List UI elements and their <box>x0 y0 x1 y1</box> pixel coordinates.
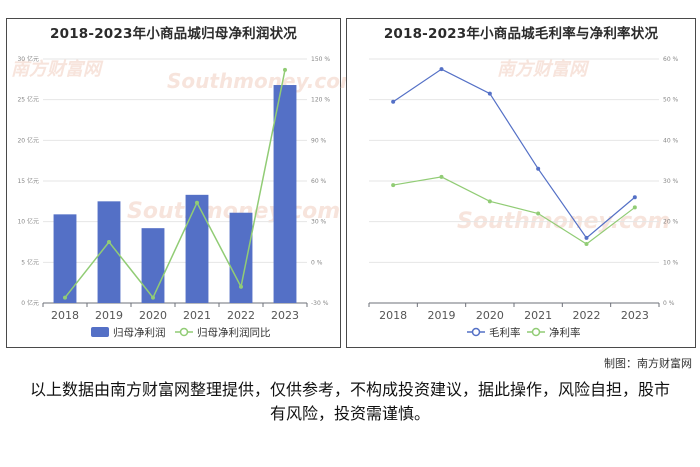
y-left-tick-label: 10 亿元 <box>17 218 39 226</box>
bar-2020 <box>141 228 165 303</box>
legend-line-marker <box>179 327 189 337</box>
legend-net-marker <box>531 327 541 337</box>
y-left-tick-label: 0 亿元 <box>21 299 39 307</box>
y-left-tick-label: 25 亿元 <box>17 96 39 104</box>
net-margin-line <box>393 176 636 245</box>
y-tick-label: 60 % <box>663 56 679 63</box>
y-right-tick-label: 60 % <box>311 178 327 185</box>
y-left-tick-label: 30 亿元 <box>17 55 39 63</box>
net-margin-point-2023 <box>632 205 637 210</box>
x-tick-label: 2020 <box>139 309 167 322</box>
x-tick-label: 2019 <box>95 309 123 322</box>
legend-gross-marker <box>471 327 481 337</box>
yoy-point-2018 <box>63 295 67 300</box>
gross-margin-point-2018 <box>391 99 396 104</box>
y-tick-label: 10 % <box>663 259 679 266</box>
legend-net-label: 净利率 <box>549 326 581 339</box>
y-left-tick-label: 20 亿元 <box>17 136 39 144</box>
net-margin-point-2020 <box>487 199 492 204</box>
yoy-point-2021 <box>195 200 199 205</box>
source-caption: 制图：南方财富网 <box>604 357 692 370</box>
yoy-point-2022 <box>239 284 243 289</box>
yoy-point-2023 <box>283 67 287 72</box>
yoy-point-2019 <box>107 240 111 244</box>
profit-chart-svg: 0 亿元 5 亿元 10 亿元 15 亿元 20 亿元 25 亿元 30 亿元 -30 % 0 … <box>17 55 330 339</box>
net-margin-point-2021 <box>536 211 541 216</box>
x-tick-label: 2022 <box>227 309 255 322</box>
bar-2018 <box>53 214 77 303</box>
profit-chart-panel: 2018-2023年小商品城归母净利润状况 南方财富网 Southmoney.c… <box>6 18 361 348</box>
y-tick-label: 40 % <box>663 137 679 144</box>
x-tick-label: 2023 <box>271 309 299 322</box>
gross-margin-line <box>392 68 636 239</box>
net-margin-point-2019 <box>439 174 444 179</box>
x-tick-label: 2021 <box>183 309 211 322</box>
bar-2023 <box>273 85 297 303</box>
x-tick-label: 2021 <box>524 309 552 322</box>
gross-margin-point-2020 <box>487 91 492 96</box>
y-right-tick-label: 0 % <box>311 259 323 266</box>
legend-gross-label: 毛利率 <box>489 326 521 339</box>
legend-bar-swatch <box>91 327 109 337</box>
yoy-growth-line <box>64 69 286 299</box>
y-right-tick-label: 30 % <box>311 219 327 226</box>
gross-margin-point-2023 <box>632 195 637 200</box>
net-margin-point-2018 <box>391 183 396 188</box>
legend-line-label: 归母净利润同比 <box>197 326 271 339</box>
x-tick-label: 2018 <box>51 309 79 322</box>
gross-margin-point-2022 <box>584 235 589 240</box>
y-tick-label: 30 % <box>663 178 679 185</box>
yoy-point-2020 <box>151 295 155 300</box>
bar-2022 <box>229 212 253 303</box>
margin-chart-svg: 0 % 10 % 20 % 30 % 40 % 50 % 60 % 2018 2019 2020 2… <box>368 56 679 339</box>
y-right-tick-label: 120 % <box>311 97 330 104</box>
y-left-tick-label: 15 亿元 <box>17 177 39 185</box>
gross-margin-point-2021 <box>536 166 541 171</box>
y-tick-label: 50 % <box>663 97 679 104</box>
margin-chart-title: 2018-2023年小商品城毛利率与净利率状况 <box>383 26 659 42</box>
margin-chart-panel: 2018-2023年小商品城毛利率与净利率状况 南方财富网 Southmoney… <box>346 18 696 348</box>
y-tick-label: 0 % <box>663 300 675 307</box>
x-tick-label: 2022 <box>573 309 601 322</box>
y-right-tick-label: 150 % <box>311 56 330 63</box>
net-margin-point-2022 <box>584 242 589 247</box>
x-tick-label: 2020 <box>476 309 504 322</box>
profit-chart-title: 2018-2023年小商品城归母净利润状况 <box>50 26 297 42</box>
x-tick-label: 2018 <box>379 309 407 322</box>
y-right-tick-label: -30 % <box>311 300 329 307</box>
bar-2021 <box>185 194 209 303</box>
y-left-tick-label: 5 亿元 <box>21 258 39 266</box>
y-tick-label: 20 % <box>663 219 679 226</box>
x-tick-label: 2019 <box>428 309 456 322</box>
y-right-tick-label: 90 % <box>311 137 327 144</box>
disclaimer-text: 以上数据由南方财富网整理提供，仅供参考，不构成投资建议，据此操作，风险自担，股市… <box>30 380 671 423</box>
bar-2019 <box>97 201 121 303</box>
legend-bar-label: 归母净利润 <box>113 326 166 339</box>
gross-margin-point-2019 <box>439 67 444 72</box>
x-tick-label: 2023 <box>621 309 649 322</box>
